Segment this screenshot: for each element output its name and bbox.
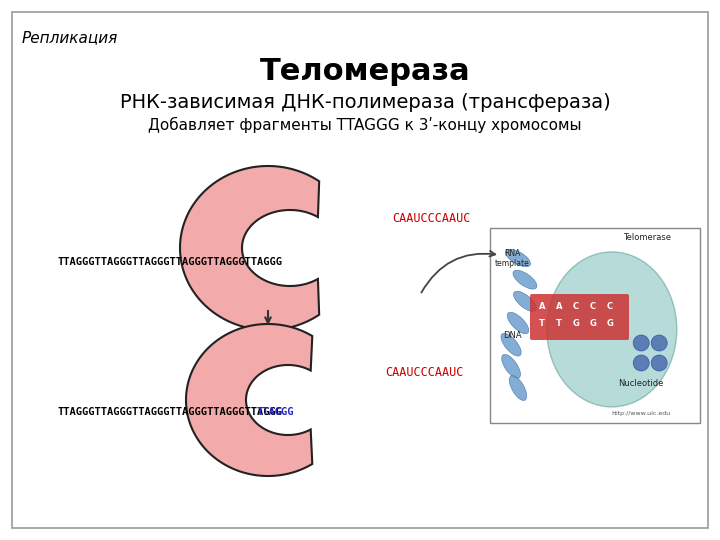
Ellipse shape: [501, 333, 521, 356]
FancyArrowPatch shape: [421, 251, 495, 293]
Text: RNA
template: RNA template: [495, 248, 529, 268]
Text: G: G: [590, 319, 596, 328]
Text: G: G: [606, 319, 613, 328]
Circle shape: [633, 335, 649, 351]
FancyBboxPatch shape: [530, 294, 629, 340]
Text: TTAGGG: TTAGGG: [257, 407, 294, 417]
Ellipse shape: [509, 375, 527, 401]
Text: C: C: [573, 302, 579, 311]
Text: Telomerase: Telomerase: [624, 233, 672, 242]
Ellipse shape: [546, 252, 677, 407]
Text: A: A: [556, 302, 562, 311]
Circle shape: [651, 335, 667, 351]
Ellipse shape: [502, 354, 521, 379]
Text: T: T: [539, 319, 545, 328]
Text: РНК-зависимая ДНК-полимераза (трансфераза): РНК-зависимая ДНК-полимераза (трансфераз…: [120, 92, 611, 111]
Circle shape: [651, 355, 667, 371]
Ellipse shape: [513, 291, 536, 312]
Text: TTAGGGTTAGGGTTAGGGTTAGGGTTAGGGTTAGGG: TTAGGGTTAGGGTTAGGGTTAGGGTTAGGGTTAGGG: [57, 257, 282, 267]
Circle shape: [633, 355, 649, 371]
Text: T: T: [556, 319, 562, 328]
Text: Репликация: Репликация: [22, 30, 118, 45]
Text: http://www.uic.edu: http://www.uic.edu: [611, 411, 671, 416]
Text: A: A: [539, 302, 545, 311]
Text: C: C: [607, 302, 613, 311]
Text: DNA: DNA: [503, 331, 521, 340]
Text: Добавляет фрагменты TTAGGG к 3ʹ-концу хромосомы: Добавляет фрагменты TTAGGG к 3ʹ-концу хр…: [148, 117, 582, 133]
Text: Nucleotide: Nucleotide: [618, 379, 664, 388]
Text: TTAGGGTTAGGGTTAGGGTTAGGGTTAGGGTTAGGG: TTAGGGTTAGGGTTAGGGTTAGGGTTAGGGTTAGGG: [57, 407, 282, 417]
Text: CAAUCCCAAUC: CAAUCCCAAUC: [392, 212, 470, 225]
Ellipse shape: [513, 270, 537, 289]
Polygon shape: [186, 324, 312, 476]
Text: C: C: [590, 302, 596, 311]
Text: CAAUCCCAAUC: CAAUCCCAAUC: [385, 366, 464, 379]
Text: G: G: [572, 319, 580, 328]
Text: Теломераза: Теломераза: [260, 57, 470, 86]
Bar: [490, 228, 700, 423]
Polygon shape: [180, 166, 319, 330]
Ellipse shape: [505, 249, 531, 267]
Ellipse shape: [507, 312, 528, 334]
